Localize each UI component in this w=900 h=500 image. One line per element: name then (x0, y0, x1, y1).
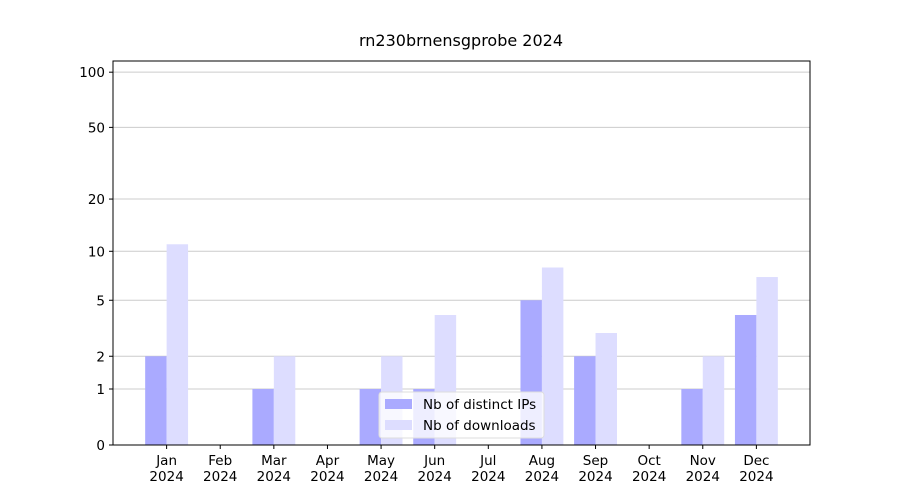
bar (252, 389, 274, 445)
bar (734, 314, 757, 445)
bar (702, 356, 725, 445)
grid (113, 71, 810, 446)
bar (273, 356, 296, 445)
y-tick-label: 20 (88, 192, 105, 208)
y-tick-label: 100 (79, 65, 105, 81)
x-tick-label: Nov 2024 (685, 453, 720, 485)
plot-frame (112, 60, 811, 446)
y-tick-label: 5 (96, 293, 105, 309)
legend-swatch (385, 420, 412, 430)
bar (595, 333, 617, 445)
bar (145, 356, 167, 445)
x-tick-label: Jan 2024 (149, 453, 184, 485)
bar (574, 356, 596, 445)
bar (359, 389, 382, 445)
x-tick-label: Mar 2024 (256, 453, 292, 485)
bar (756, 277, 778, 445)
x-tick-label: Jun 2024 (417, 453, 452, 485)
x-tick-label: Feb 2024 (203, 453, 238, 485)
x-tick-label: May 2024 (363, 453, 399, 485)
legend-label: Nb of distinct IPs (423, 397, 536, 413)
y-tick-label: 1 (96, 382, 105, 398)
legend-swatch (385, 399, 412, 409)
x-tick-label: Oct 2024 (631, 453, 667, 485)
x-tick-label: Aug 2024 (524, 453, 560, 485)
y-tick-label: 50 (88, 120, 105, 136)
x-tick-label: Jul 2024 (471, 453, 506, 485)
y-tick-label: 0 (96, 438, 105, 454)
bar (681, 389, 703, 445)
legend-box (378, 391, 545, 439)
legend-label: Nb of downloads (423, 418, 536, 434)
y-tick-label: 10 (88, 244, 105, 260)
x-tick-label: Sep 2024 (578, 453, 613, 485)
bar (541, 267, 564, 445)
x-tick-label: Apr 2024 (310, 453, 345, 485)
legend: Nb of distinct IPs Nb of downloads (378, 391, 545, 439)
bar (166, 244, 189, 445)
chart-title: rn230brnensgprobe 2024 (359, 31, 563, 50)
x-tick-label: Dec 2024 (739, 453, 774, 485)
y-tick-label: 2 (96, 349, 105, 365)
